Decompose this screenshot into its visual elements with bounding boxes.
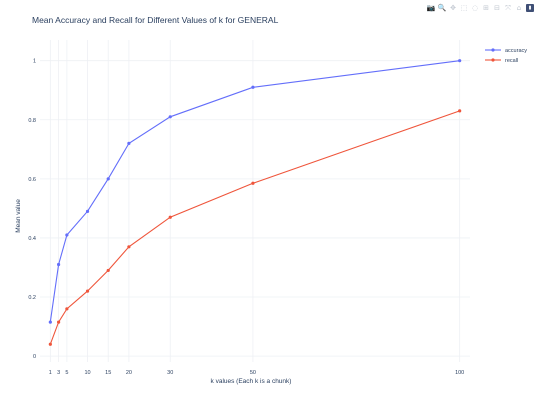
data-point-recall[interactable] xyxy=(168,215,172,219)
legend[interactable]: accuracy recall xyxy=(485,48,527,64)
x-axis-label: k values (Each k is a chunk) xyxy=(211,378,292,385)
data-point-recall[interactable] xyxy=(65,307,69,311)
x-tick-label: 100 xyxy=(455,370,464,376)
series-layer xyxy=(48,59,462,346)
data-point-recall[interactable] xyxy=(85,289,90,293)
y-tick-label: 0.4 xyxy=(28,236,36,242)
y-tick-label: 0.8 xyxy=(28,118,36,124)
x-tick-label: 15 xyxy=(105,370,111,376)
x-tick-label: 1 xyxy=(49,370,52,376)
camera-icon[interactable]: 📷 xyxy=(426,4,436,12)
data-point-recall[interactable] xyxy=(251,181,255,185)
y-axis-label: Mean value xyxy=(15,199,22,233)
data-point-accuracy[interactable] xyxy=(106,177,110,181)
legend-label: recall xyxy=(505,58,518,64)
data-point-recall[interactable] xyxy=(127,245,131,249)
legend-item-accuracy[interactable]: accuracy xyxy=(485,48,527,54)
y-tick-labels: 0 0.2 0.4 0.6 0.8 1 xyxy=(28,59,36,360)
x-tick-labels: 1 3 5 10 15 20 30 50 100 xyxy=(49,370,464,376)
legend-label: accuracy xyxy=(505,48,527,54)
legend-item-recall[interactable]: recall xyxy=(485,58,518,64)
data-point-recall[interactable] xyxy=(458,109,462,113)
data-point-accuracy[interactable] xyxy=(251,85,255,89)
y-tick-label: 0.6 xyxy=(28,177,36,183)
gridlines xyxy=(40,40,470,362)
data-point-accuracy[interactable] xyxy=(85,209,90,213)
series-line-recall xyxy=(49,110,460,345)
legend-marker-recall xyxy=(491,58,495,62)
series-line-accuracy xyxy=(49,60,460,323)
x-tick-label: 20 xyxy=(126,370,132,376)
zoom-in-icon[interactable]: ⊞ xyxy=(483,4,489,12)
y-tick-label: 0.2 xyxy=(28,295,36,301)
data-point-accuracy[interactable] xyxy=(127,141,131,145)
data-point-accuracy[interactable] xyxy=(65,233,69,237)
legend-marker-accuracy xyxy=(491,48,495,52)
data-point-recall[interactable] xyxy=(57,320,61,324)
x-tick-label: 5 xyxy=(65,370,68,376)
plotly-logo-icon[interactable]: ▮ xyxy=(526,4,534,12)
y-tick-label: 1 xyxy=(33,59,36,65)
autoscale-icon[interactable]: ⤧ xyxy=(505,4,511,12)
x-tick-label: 10 xyxy=(84,370,90,376)
y-tick-label: 0 xyxy=(33,354,36,360)
modebar: 📷 🔍 ✥ ⬚ ◌ ⊞ ⊟ ⤧ ⌂ ▮ xyxy=(427,4,534,12)
box-select-icon[interactable]: ⬚ xyxy=(460,4,468,12)
x-tick-label: 30 xyxy=(167,370,173,376)
zoom-icon[interactable]: 🔍 xyxy=(437,4,447,12)
data-point-accuracy[interactable] xyxy=(458,59,462,63)
reset-axes-icon[interactable]: ⌂ xyxy=(516,4,522,12)
data-point-recall[interactable] xyxy=(48,342,52,346)
x-tick-label: 50 xyxy=(250,370,256,376)
data-point-accuracy[interactable] xyxy=(57,262,61,267)
x-tick-label: 3 xyxy=(57,370,60,376)
chart-title: Mean Accuracy and Recall for Different V… xyxy=(32,15,279,25)
data-point-accuracy[interactable] xyxy=(48,320,52,324)
data-point-accuracy[interactable] xyxy=(168,115,172,119)
zoom-out-icon[interactable]: ⊟ xyxy=(494,4,500,12)
lasso-select-icon[interactable]: ◌ xyxy=(471,4,479,12)
pan-icon[interactable]: ✥ xyxy=(450,4,456,12)
data-point-recall[interactable] xyxy=(106,268,110,273)
